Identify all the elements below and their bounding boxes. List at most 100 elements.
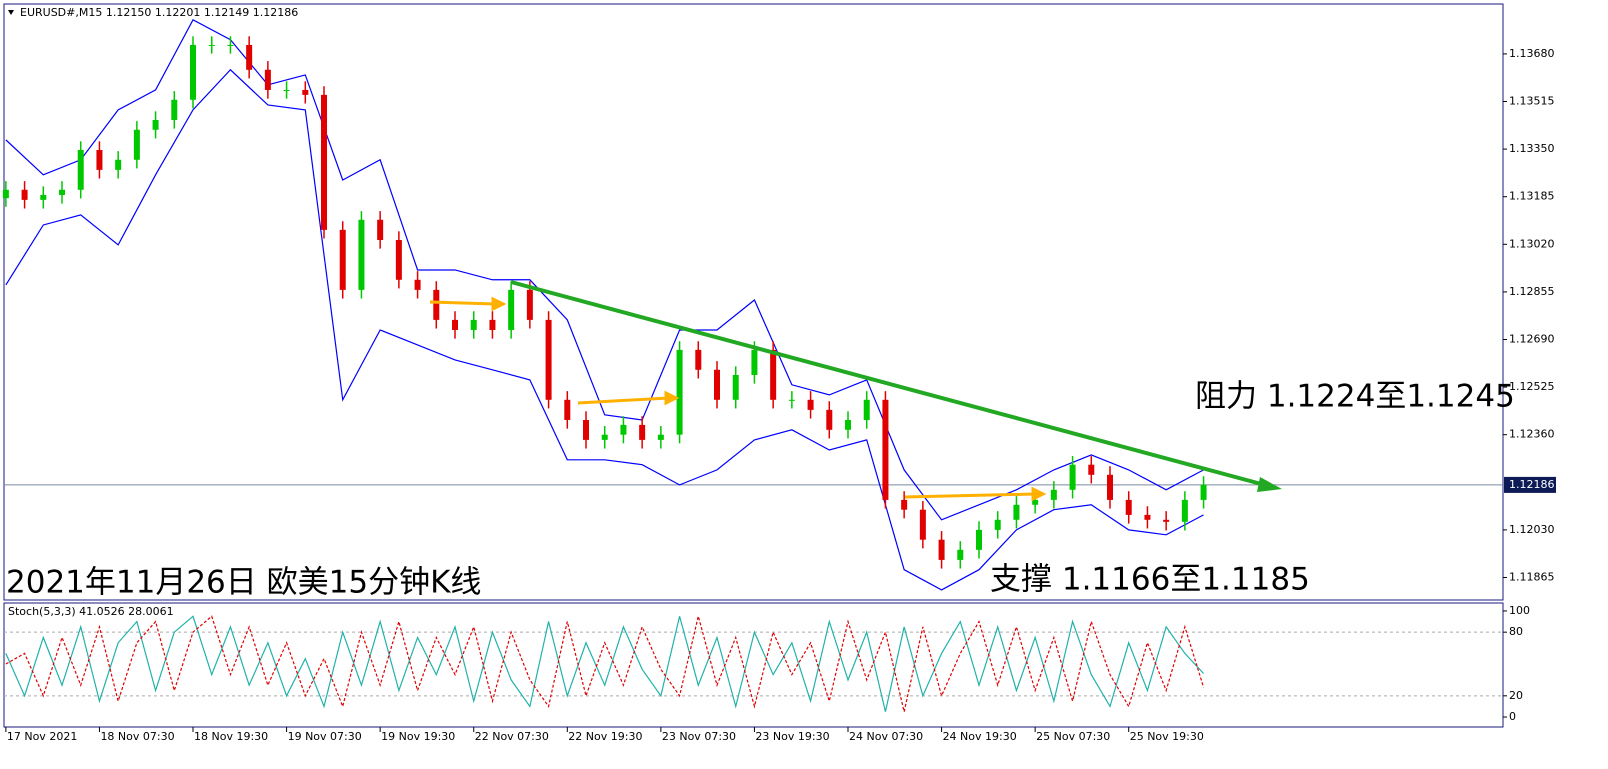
y-tick-label: 1.12690 (1509, 333, 1555, 346)
candle-body (639, 424, 646, 440)
candle-body (452, 319, 459, 330)
candle-body (601, 434, 608, 440)
candle-body (788, 399, 795, 401)
candle-body (2, 189, 9, 199)
band-lower (5, 68, 1204, 591)
candle-body (938, 539, 945, 560)
x-tick-label: 24 Nov 19:30 (943, 730, 1017, 743)
candle-body (377, 219, 384, 240)
trend-line (510, 280, 1266, 487)
arrows (429, 296, 1047, 502)
y-tick-label: 1.13680 (1509, 47, 1555, 60)
candle-body (1107, 474, 1114, 500)
x-tick-label: 17 Nov 2021 (7, 730, 77, 743)
arrow (904, 492, 1036, 499)
candle-body (1050, 489, 1057, 500)
candle-body (583, 419, 590, 440)
annotation: 2021年11月26日 欧美15分钟K线 (6, 565, 481, 601)
candle-body (21, 189, 28, 200)
candle-body (208, 44, 215, 46)
candle-body (732, 374, 739, 400)
x-tick-label: 25 Nov 19:30 (1130, 730, 1204, 743)
y-tick-label: 1.12360 (1509, 428, 1555, 441)
x-tick-label: 19 Nov 07:30 (288, 730, 362, 743)
candle-body (957, 549, 964, 560)
stoch-signal (5, 615, 1205, 712)
stoch-frame (3, 602, 1504, 728)
plot: 17 Nov 2021 18 Nov 07:30 18 Nov 19:30 19 No… (2, 19, 1556, 743)
y-tick-label: 1.13350 (1509, 142, 1555, 155)
candle-body (40, 194, 47, 200)
arrow-head (664, 390, 680, 406)
candle-body (676, 349, 683, 435)
candle-body (152, 119, 159, 130)
candle-body (1069, 464, 1076, 490)
candle-body (1200, 484, 1207, 500)
trend-arrow (1257, 477, 1282, 492)
candle-body (545, 319, 552, 400)
candle-body (1144, 514, 1151, 520)
candle-body (283, 89, 290, 91)
candle-body (826, 409, 833, 430)
y-tick-label: 0 (1509, 710, 1516, 723)
candle-body (976, 529, 983, 550)
candle-body (414, 279, 421, 290)
arrow-head (491, 296, 507, 312)
y-tick-label: 1.12525 (1509, 380, 1555, 393)
candle-body (433, 289, 440, 320)
candle-body (302, 89, 309, 95)
candle-body (695, 349, 702, 370)
candle-body (714, 369, 721, 400)
x-tick-label: 18 Nov 19:30 (194, 730, 268, 743)
y-tick-label: 1.13185 (1509, 190, 1555, 203)
candle-body (115, 159, 122, 170)
y-tick-label: 100 (1509, 604, 1530, 617)
candle-body (845, 419, 852, 430)
candle-body (246, 44, 253, 70)
candle-body (751, 349, 758, 375)
candle-body (358, 219, 365, 290)
candle-body (470, 319, 477, 330)
candle-body (1013, 504, 1020, 520)
candle-body (620, 424, 627, 435)
x-tick-label: 23 Nov 07:30 (662, 730, 736, 743)
arrow (577, 396, 669, 405)
chart-title: EURUSD#,M15 1.12150 1.12201 1.12149 1.12… (20, 6, 298, 19)
candle-body (807, 399, 814, 410)
candle-body (657, 434, 664, 440)
candle-body (59, 189, 66, 195)
x-tick-label: 24 Nov 07:30 (849, 730, 923, 743)
candle-body (77, 149, 84, 190)
y-tick-label: 1.13020 (1509, 237, 1555, 250)
menu-triangle (8, 10, 14, 15)
candle-body (882, 399, 889, 500)
candle-body (321, 94, 328, 230)
candle-body (770, 349, 777, 400)
y-tick-label: 1.13515 (1509, 95, 1555, 108)
candle-body (339, 229, 346, 290)
candle-body (1163, 519, 1170, 522)
annotation: 阻力 1.1224至1.1245 (1195, 379, 1515, 415)
candle-body (564, 399, 571, 420)
candle-body (227, 44, 234, 46)
x-tick-label: 22 Nov 07:30 (475, 730, 549, 743)
current-price-label: 1.12186 (1509, 478, 1555, 491)
y-tick-label: 1.12030 (1509, 523, 1555, 536)
candle-body (1125, 499, 1132, 515)
candle-body (133, 129, 140, 160)
candle-body (526, 289, 533, 320)
arrow-head (1031, 486, 1047, 502)
y-tick-label: 20 (1509, 689, 1523, 702)
candle-body (1088, 464, 1095, 475)
y-tick-label: 1.12855 (1509, 285, 1555, 298)
current-price-box (1504, 476, 1556, 493)
candle-body (171, 99, 178, 120)
y-tick-label: 80 (1509, 625, 1523, 638)
candle-body (508, 289, 515, 330)
stoch-title: Stoch(5,3,3) 41.0526 28.0061 (8, 605, 174, 618)
candle-body (190, 44, 197, 100)
candle-body (395, 239, 402, 280)
candle-body (1032, 499, 1039, 505)
